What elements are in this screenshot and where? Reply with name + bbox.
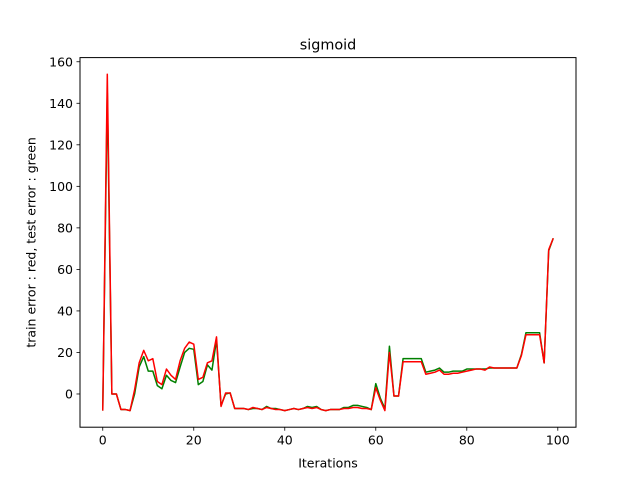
y-axis-ticks: 0 20 40 60 80 100 120 140 160	[49, 54, 80, 401]
series-line-train-error	[102, 73, 554, 412]
x-tick-label: 100	[546, 433, 570, 448]
x-axis-ticks: 0 20 40 60 80 100	[99, 427, 570, 448]
chart-title: sigmoid	[300, 38, 357, 54]
series-layer	[102, 73, 554, 412]
y-axis-label: train error : red, test error : green	[24, 137, 39, 347]
x-tick-label: 80	[459, 433, 475, 448]
y-tick-label: 80	[57, 220, 73, 235]
x-axis-label: Iterations	[298, 456, 358, 471]
x-tick-label: 20	[186, 433, 202, 448]
y-tick-label: 20	[57, 345, 73, 360]
x-tick-label: 60	[368, 433, 384, 448]
y-tick-label: 0	[65, 386, 73, 401]
x-tick-label: 40	[277, 433, 293, 448]
x-tick-label: 0	[99, 433, 107, 448]
y-tick-label: 120	[49, 137, 73, 152]
y-tick-label: 40	[57, 303, 73, 318]
plot-frame	[79, 57, 577, 428]
y-tick-label: 60	[57, 262, 73, 277]
y-tick-label: 100	[49, 179, 73, 194]
y-tick-label: 160	[49, 54, 73, 69]
y-tick-label: 140	[49, 96, 73, 111]
